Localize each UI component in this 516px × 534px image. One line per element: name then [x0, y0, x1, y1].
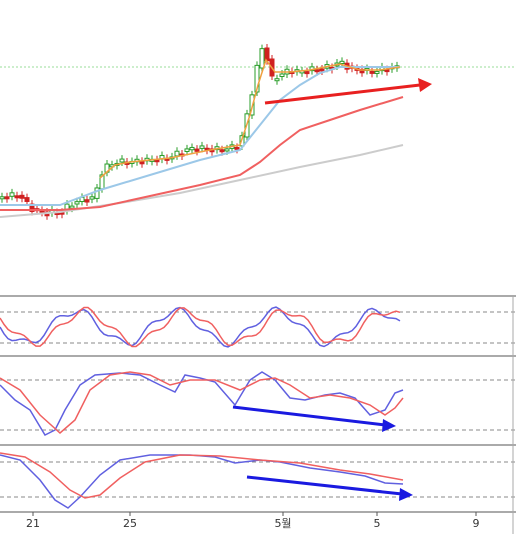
candle-body	[0, 196, 5, 200]
candle-body	[9, 192, 15, 197]
ma-long	[0, 144, 404, 218]
divergence-arrow-head	[382, 419, 396, 432]
candle-body	[339, 60, 345, 64]
candle-body	[174, 150, 180, 157]
trend-arrow-head	[418, 78, 432, 92]
osc3-slow	[0, 452, 404, 499]
x-tick-label: 21	[26, 517, 40, 530]
candle-body	[279, 73, 285, 78]
x-tick-label: 9	[473, 517, 480, 530]
candle-body	[254, 64, 260, 93]
candle-body	[199, 145, 205, 149]
candle-body	[14, 195, 20, 199]
candle-body	[219, 149, 225, 153]
candle-body	[319, 68, 325, 72]
candle-body	[259, 48, 265, 69]
ma-mid	[0, 96, 404, 211]
x-axis: 21 25 5월 5 9	[26, 512, 480, 530]
x-tick-label: 5	[374, 517, 381, 530]
candle-body	[189, 146, 195, 151]
divergence-arrow-head	[399, 488, 413, 501]
osc1-slow	[0, 306, 401, 348]
divergence-arrow	[232, 405, 386, 427]
candle-body	[4, 196, 10, 200]
osc1-fast	[0, 306, 401, 348]
divergence-arrow	[246, 475, 403, 496]
x-tick-label: 25	[123, 517, 137, 530]
candle-body	[274, 78, 280, 82]
candle-body	[94, 187, 100, 199]
candle-body	[84, 199, 90, 203]
candle-body	[24, 197, 30, 202]
x-tick-label: 5월	[274, 517, 291, 530]
candle-body	[234, 146, 240, 150]
ma-fast	[99, 58, 401, 179]
candle-body	[314, 69, 320, 73]
candle-body	[194, 148, 200, 152]
candle-body	[369, 70, 375, 74]
candle-body	[19, 194, 25, 199]
candle-body	[304, 71, 310, 75]
osc2-slow	[0, 371, 404, 435]
candle-body	[119, 158, 125, 163]
candle-body	[374, 70, 380, 74]
candle-body	[89, 196, 95, 200]
candle-body	[69, 205, 75, 209]
candle-body	[74, 201, 80, 205]
candle-body	[184, 148, 190, 152]
trend-arrow	[264, 83, 421, 105]
ma-short	[0, 66, 400, 206]
candle-body	[224, 148, 230, 152]
oscillators	[0, 306, 401, 348]
